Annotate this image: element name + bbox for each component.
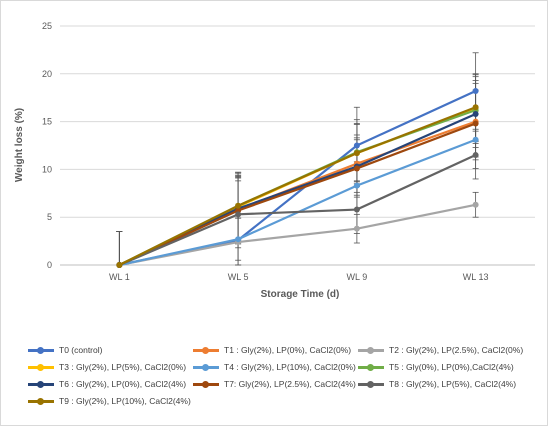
- y-tick-label: 10: [42, 164, 52, 174]
- x-tick-label: WL 13: [463, 272, 489, 282]
- data-point: [472, 104, 479, 111]
- legend-swatch-icon: [193, 379, 219, 389]
- data-point: [235, 211, 242, 218]
- data-point: [353, 182, 360, 189]
- legend-item: T9 : Gly(2%), LP(10%), CaCl2(4%): [28, 396, 191, 406]
- legend-swatch-icon: [28, 362, 54, 372]
- legend-swatch-icon: [28, 345, 54, 355]
- legend-label: T7: Gly(2%), LP(2.5%), CaCl2(4%): [224, 379, 356, 389]
- series-line: [119, 138, 477, 267]
- legend-swatch-icon: [358, 345, 384, 355]
- legend-swatch-icon: [358, 362, 384, 372]
- y-tick-labels: 0 5 10 15 20 25: [42, 21, 52, 270]
- legend-item: T3 : Gly(2%), LP(5%), CaCl2(0%): [28, 362, 186, 372]
- data-point: [235, 236, 242, 243]
- data-point: [472, 152, 479, 159]
- data-point: [472, 110, 479, 117]
- y-tick-label: 15: [42, 117, 52, 127]
- legend-item: T8 : Gly(2%), LP(5%), CaCl2(4%): [358, 379, 516, 389]
- legend-label: T3 : Gly(2%), LP(5%), CaCl2(0%): [59, 362, 187, 372]
- series-line: [118, 154, 477, 267]
- data-point: [472, 201, 479, 208]
- legend-item: T1 : Gly(2%), LP(0%), CaCl2(0%): [193, 345, 351, 355]
- legend-item: T6 : Gly(2%), LP(0%), CaCl2(4%): [28, 379, 186, 389]
- data-point: [353, 142, 360, 149]
- legend-item: T7: Gly(2%), LP(2.5%), CaCl2(4%): [193, 379, 356, 389]
- legend-label: T6 : Gly(2%), LP(0%), CaCl2(4%): [59, 379, 187, 389]
- x-tick-label: WL 5: [228, 272, 249, 282]
- data-point: [353, 150, 360, 157]
- data-point: [353, 165, 360, 172]
- legend-item: T4 : Gly(2%), LP(10%), CaCl2(0%): [193, 362, 356, 372]
- line-chart: 0 5 10 15 20 25 WL 1 WL 5 WL 9 WL 13 Storage Tim…: [14, 21, 535, 300]
- series-line: [119, 203, 476, 267]
- data-point: [472, 88, 479, 95]
- legend-label: T1 : Gly(2%), LP(0%), CaCl2(0%): [224, 345, 352, 355]
- legend-label: T8 : Gly(2%), LP(5%), CaCl2(4%): [389, 379, 517, 389]
- y-tick-label: 0: [47, 260, 52, 270]
- x-axis-title: Storage Time (d): [261, 289, 340, 300]
- data-point: [235, 202, 242, 209]
- series-line: [118, 122, 477, 266]
- legend-swatch-icon: [28, 379, 54, 389]
- series-line: [118, 106, 477, 266]
- data-point: [472, 136, 479, 143]
- legend-label: T2 : Gly(2%), LP(2.5%), CaCl2(0%): [389, 345, 524, 355]
- y-axis-title: Weight loss (%): [14, 108, 25, 182]
- y-tick-label: 20: [42, 69, 52, 79]
- x-tick-label: WL 9: [347, 272, 368, 282]
- x-tick-label: WL 1: [109, 272, 130, 282]
- legend-item: T0 (control): [28, 345, 102, 355]
- y-tick-label: 25: [42, 21, 52, 31]
- legend-swatch-icon: [358, 379, 384, 389]
- legend-item: T5 : Gly(0%), LP(0%),CaCl2(4%): [358, 362, 514, 372]
- legend-label: T0 (control): [59, 345, 103, 355]
- legend-label: T4 : Gly(2%), LP(10%), CaCl2(0%): [224, 362, 356, 372]
- data-point: [353, 225, 360, 232]
- legend-item: T2 : Gly(2%), LP(2.5%), CaCl2(0%): [358, 345, 523, 355]
- data-point: [116, 262, 123, 268]
- legend-swatch-icon: [193, 345, 219, 355]
- legend-swatch-icon: [193, 362, 219, 372]
- legend-label: T9 : Gly(2%), LP(10%), CaCl2(4%): [59, 396, 191, 406]
- data-point: [353, 206, 360, 213]
- data-point: [472, 120, 479, 127]
- x-tick-labels: WL 1 WL 5 WL 9 WL 13: [109, 272, 488, 282]
- y-tick-label: 5: [47, 212, 52, 222]
- legend-label: T5 : Gly(0%), LP(0%),CaCl2(4%): [389, 362, 514, 372]
- legend-swatch-icon: [28, 396, 54, 406]
- series-lines: [116, 88, 479, 268]
